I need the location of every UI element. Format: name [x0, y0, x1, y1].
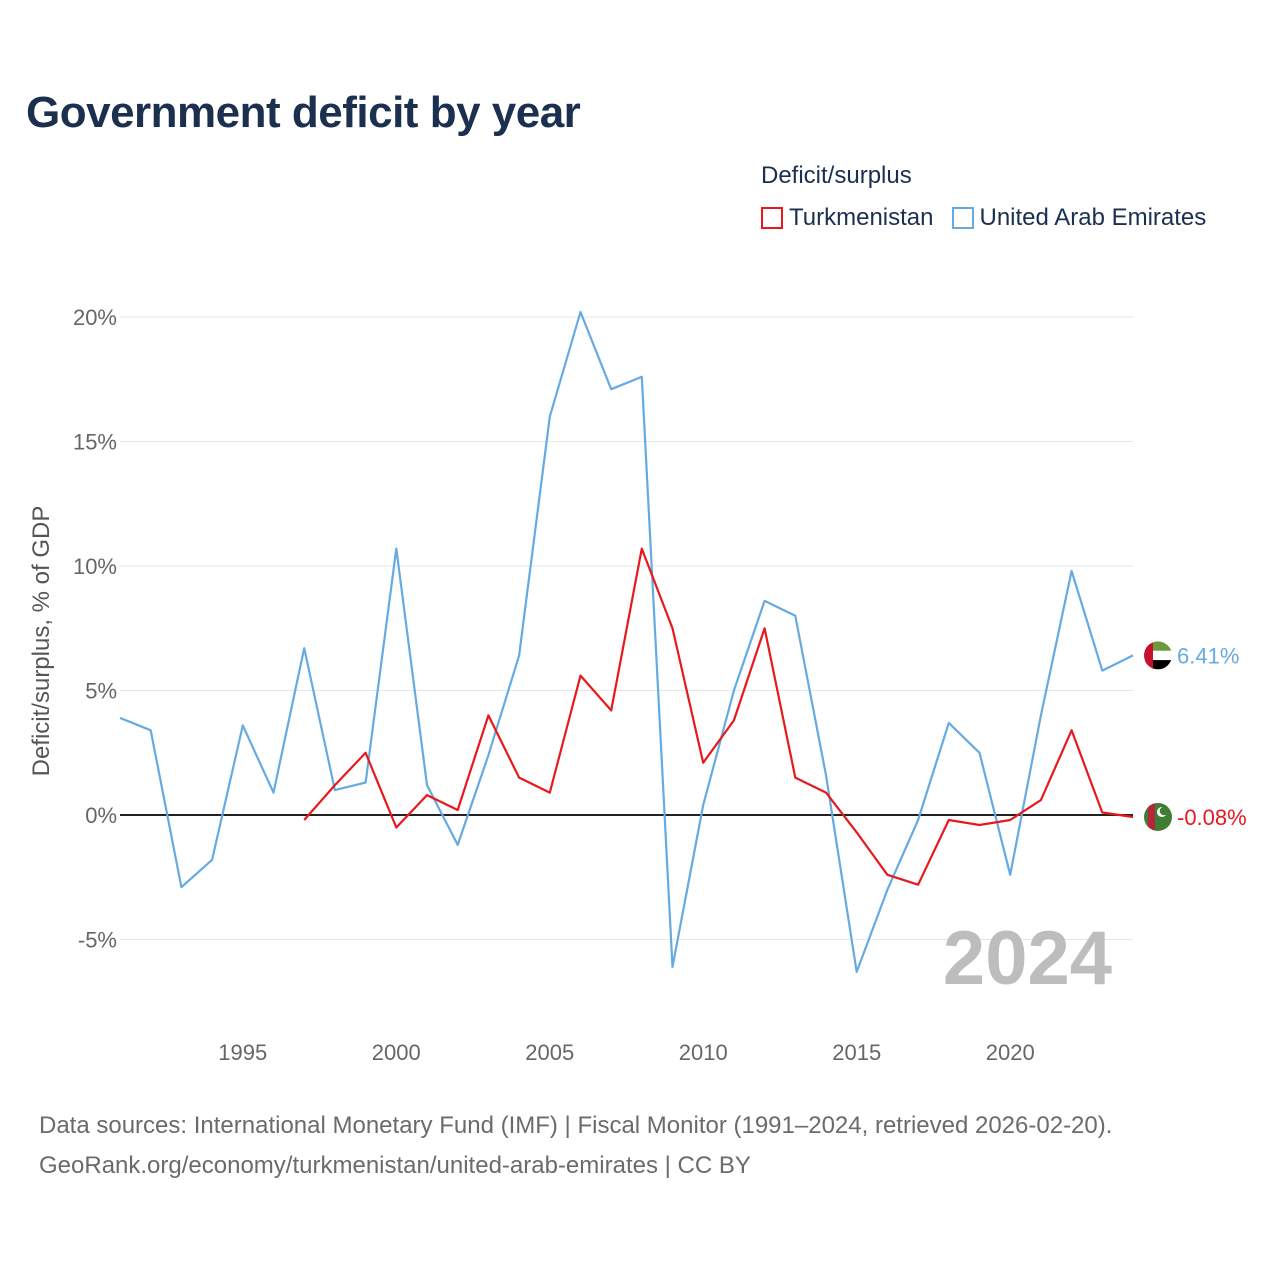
data-point-turkmenistan[interactable] [823, 790, 829, 796]
data-point-turkmenistan[interactable] [731, 717, 737, 723]
data-point-uae[interactable] [577, 309, 583, 315]
x-tick-label: 1995 [218, 1040, 267, 1065]
data-point-turkmenistan[interactable] [547, 790, 553, 796]
data-point-uae[interactable] [240, 722, 246, 728]
x-tick-label: 2015 [832, 1040, 881, 1065]
legend-swatch-turkmenistan [761, 207, 783, 229]
y-tick-label: 10% [73, 554, 117, 579]
data-point-uae[interactable] [1038, 712, 1044, 718]
legend-title: Deficit/surplus [761, 162, 912, 189]
end-label-turkmenistan: -0.08% [1177, 805, 1247, 830]
y-tick-label: 15% [73, 430, 117, 455]
data-point-uae[interactable] [178, 884, 184, 890]
data-point-turkmenistan[interactable] [670, 625, 676, 631]
data-point-uae[interactable] [393, 546, 399, 552]
chart-title: Government deficit by year [26, 88, 581, 137]
data-point-uae[interactable] [547, 414, 553, 420]
data-point-turkmenistan[interactable] [608, 707, 614, 713]
data-point-turkmenistan[interactable] [485, 712, 491, 718]
data-point-turkmenistan[interactable] [1130, 814, 1136, 820]
data-point-uae[interactable] [424, 782, 430, 788]
data-point-uae[interactable] [823, 772, 829, 778]
data-point-uae[interactable] [117, 715, 123, 721]
data-point-uae[interactable] [977, 750, 983, 756]
data-point-turkmenistan[interactable] [1099, 810, 1105, 816]
end-label-uae: 6.41% [1177, 643, 1239, 668]
data-point-turkmenistan[interactable] [301, 817, 307, 823]
data-point-turkmenistan[interactable] [639, 546, 645, 552]
x-tick-label: 2010 [679, 1040, 728, 1065]
data-point-turkmenistan[interactable] [424, 792, 430, 798]
y-tick-label: 20% [73, 305, 117, 330]
y-tick-label: 5% [85, 679, 117, 704]
data-point-uae[interactable] [301, 645, 307, 651]
legend-item-turkmenistan[interactable]: Turkmenistan [761, 204, 934, 232]
x-tick-label: 2005 [525, 1040, 574, 1065]
data-point-turkmenistan[interactable] [455, 807, 461, 813]
series-line-uae[interactable] [119, 310, 1134, 974]
data-point-uae[interactable] [670, 964, 676, 970]
gridlines [120, 316, 1133, 940]
data-point-turkmenistan[interactable] [1038, 797, 1044, 803]
x-tick-label: 2000 [372, 1040, 421, 1065]
y-tick-label: -5% [78, 928, 117, 953]
data-point-uae[interactable] [1130, 652, 1136, 658]
data-point-turkmenistan[interactable] [854, 829, 860, 835]
series-lines [117, 309, 1136, 975]
footer: Data sources: International Monetary Fun… [39, 1106, 1112, 1186]
end-markers: 6.41% -0.08% [1144, 641, 1247, 831]
legend-swatch-uae [951, 207, 974, 229]
data-point-turkmenistan[interactable] [700, 760, 706, 766]
data-point-turkmenistan[interactable] [1069, 727, 1075, 733]
legend-label-uae: United Arab Emirates [979, 204, 1207, 231]
turkmenistan-flag-icon [1144, 802, 1172, 831]
x-axis-ticks: 1995 2000 2005 2010 2015 2020 [218, 1040, 1034, 1065]
data-point-uae[interactable] [915, 817, 921, 823]
data-point-uae[interactable] [148, 727, 154, 733]
data-point-uae[interactable] [1007, 872, 1013, 878]
data-point-uae[interactable] [1069, 568, 1075, 574]
data-point-turkmenistan[interactable] [393, 824, 399, 830]
data-point-uae[interactable] [700, 802, 706, 808]
data-point-turkmenistan[interactable] [946, 817, 952, 823]
data-point-uae[interactable] [270, 790, 276, 796]
data-point-uae[interactable] [485, 752, 491, 758]
y-axis-ticks: 20% 15% 10% 5% 0% -5% [73, 305, 117, 953]
legend: Turkmenistan United Arab Emirates [761, 204, 1206, 232]
data-point-turkmenistan[interactable] [915, 882, 921, 888]
uae-flag-icon [1144, 641, 1172, 670]
data-point-turkmenistan[interactable] [577, 673, 583, 679]
data-point-turkmenistan[interactable] [516, 775, 522, 781]
data-point-uae[interactable] [363, 780, 369, 786]
data-point-turkmenistan[interactable] [977, 822, 983, 828]
data-point-uae[interactable] [884, 887, 890, 893]
series-line-turkmenistan[interactable] [303, 547, 1134, 886]
data-point-turkmenistan[interactable] [762, 625, 768, 631]
data-point-uae[interactable] [455, 842, 461, 848]
data-point-turkmenistan[interactable] [363, 750, 369, 756]
data-point-uae[interactable] [792, 613, 798, 619]
legend-item-uae[interactable]: United Arab Emirates [951, 204, 1207, 232]
data-point-turkmenistan[interactable] [792, 775, 798, 781]
data-point-uae[interactable] [639, 374, 645, 380]
data-point-uae[interactable] [1099, 668, 1105, 674]
data-point-turkmenistan[interactable] [884, 872, 890, 878]
data-point-uae[interactable] [762, 598, 768, 604]
x-tick-label: 2020 [986, 1040, 1035, 1065]
footer-sources: Data sources: International Monetary Fun… [39, 1112, 1113, 1139]
footer-attribution: GeoRank.org/economy/turkmenistan/united-… [39, 1152, 751, 1179]
data-point-uae[interactable] [209, 857, 215, 863]
year-watermark: 2024 [943, 916, 1112, 1001]
data-point-uae[interactable] [516, 653, 522, 659]
data-point-uae[interactable] [608, 386, 614, 392]
data-point-uae[interactable] [731, 688, 737, 694]
data-point-uae[interactable] [854, 969, 860, 975]
data-point-turkmenistan[interactable] [1007, 817, 1013, 823]
data-point-turkmenistan[interactable] [332, 782, 338, 788]
y-tick-label: 0% [85, 803, 117, 828]
legend-label-turkmenistan: Turkmenistan [789, 204, 934, 231]
data-point-uae[interactable] [946, 720, 952, 726]
